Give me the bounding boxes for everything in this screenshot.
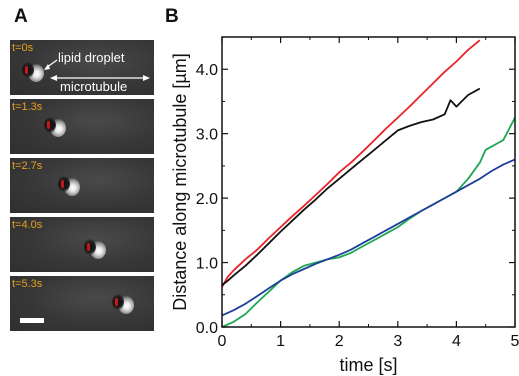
- scale-bar: [20, 318, 44, 323]
- panel-a-label: A: [14, 6, 28, 27]
- frame-t1: t=1.3s: [10, 99, 154, 154]
- red-marker: [87, 243, 90, 251]
- y-tick-label: 4.0: [196, 62, 218, 79]
- y-tick-label: 3.0: [196, 127, 218, 144]
- red-marker: [47, 121, 50, 129]
- lipid-droplet-image: [58, 176, 80, 196]
- x-axis-title: time [s]: [339, 355, 397, 375]
- frame-time-label: t=0s: [12, 42, 34, 54]
- frame-time-label: t=1.3s: [12, 101, 43, 113]
- series-line-3: [221, 117, 516, 328]
- annotation-arrows: [44, 59, 150, 81]
- frame-t4: t=5.3s: [10, 276, 154, 331]
- lipid-droplet-annotation: lipid droplet: [58, 50, 125, 65]
- lipid-droplet-image: [44, 117, 66, 137]
- frame-time-label: t=5.3s: [12, 278, 43, 290]
- x-tick-label: 1: [276, 333, 285, 350]
- x-tick-label: 2: [335, 333, 344, 350]
- series-line-1: [221, 39, 481, 288]
- y-tick-label: 0.0: [196, 320, 218, 337]
- x-tick-label: 4: [452, 333, 461, 350]
- frame-t2: t=2.7s: [10, 158, 154, 213]
- red-marker: [115, 298, 118, 306]
- x-tick-label: 0: [218, 333, 227, 350]
- x-tick-label: 5: [511, 333, 519, 350]
- series-line-4: [221, 158, 516, 317]
- frame-time-label: t=4.0s: [12, 219, 43, 231]
- series-line-2: [221, 87, 481, 286]
- y-axis-title: Distance along microtubule [µm]: [170, 53, 190, 310]
- frame-time-label: t=2.7s: [12, 160, 43, 172]
- frame-t3: t=4.0s: [10, 217, 154, 272]
- y-tick-label: 2.0: [196, 191, 218, 208]
- y-tick-label: 1.0: [196, 256, 218, 273]
- lipid-droplet-image: [84, 239, 106, 259]
- lipid-droplet-image: [22, 62, 44, 82]
- red-marker: [61, 180, 64, 188]
- panel-b-label: B: [165, 6, 179, 27]
- red-marker: [25, 66, 28, 74]
- lipid-droplet-image: [112, 294, 134, 314]
- frame-t0: t=0s lipid droplet microtubule: [10, 40, 154, 95]
- time-lapse-frames: t=0s lipid droplet microtubule t=1.3s t=…: [10, 40, 154, 335]
- plot-frame: [221, 36, 516, 328]
- x-tick-label: 3: [393, 333, 402, 350]
- microtubule-annotation: microtubule: [60, 79, 128, 94]
